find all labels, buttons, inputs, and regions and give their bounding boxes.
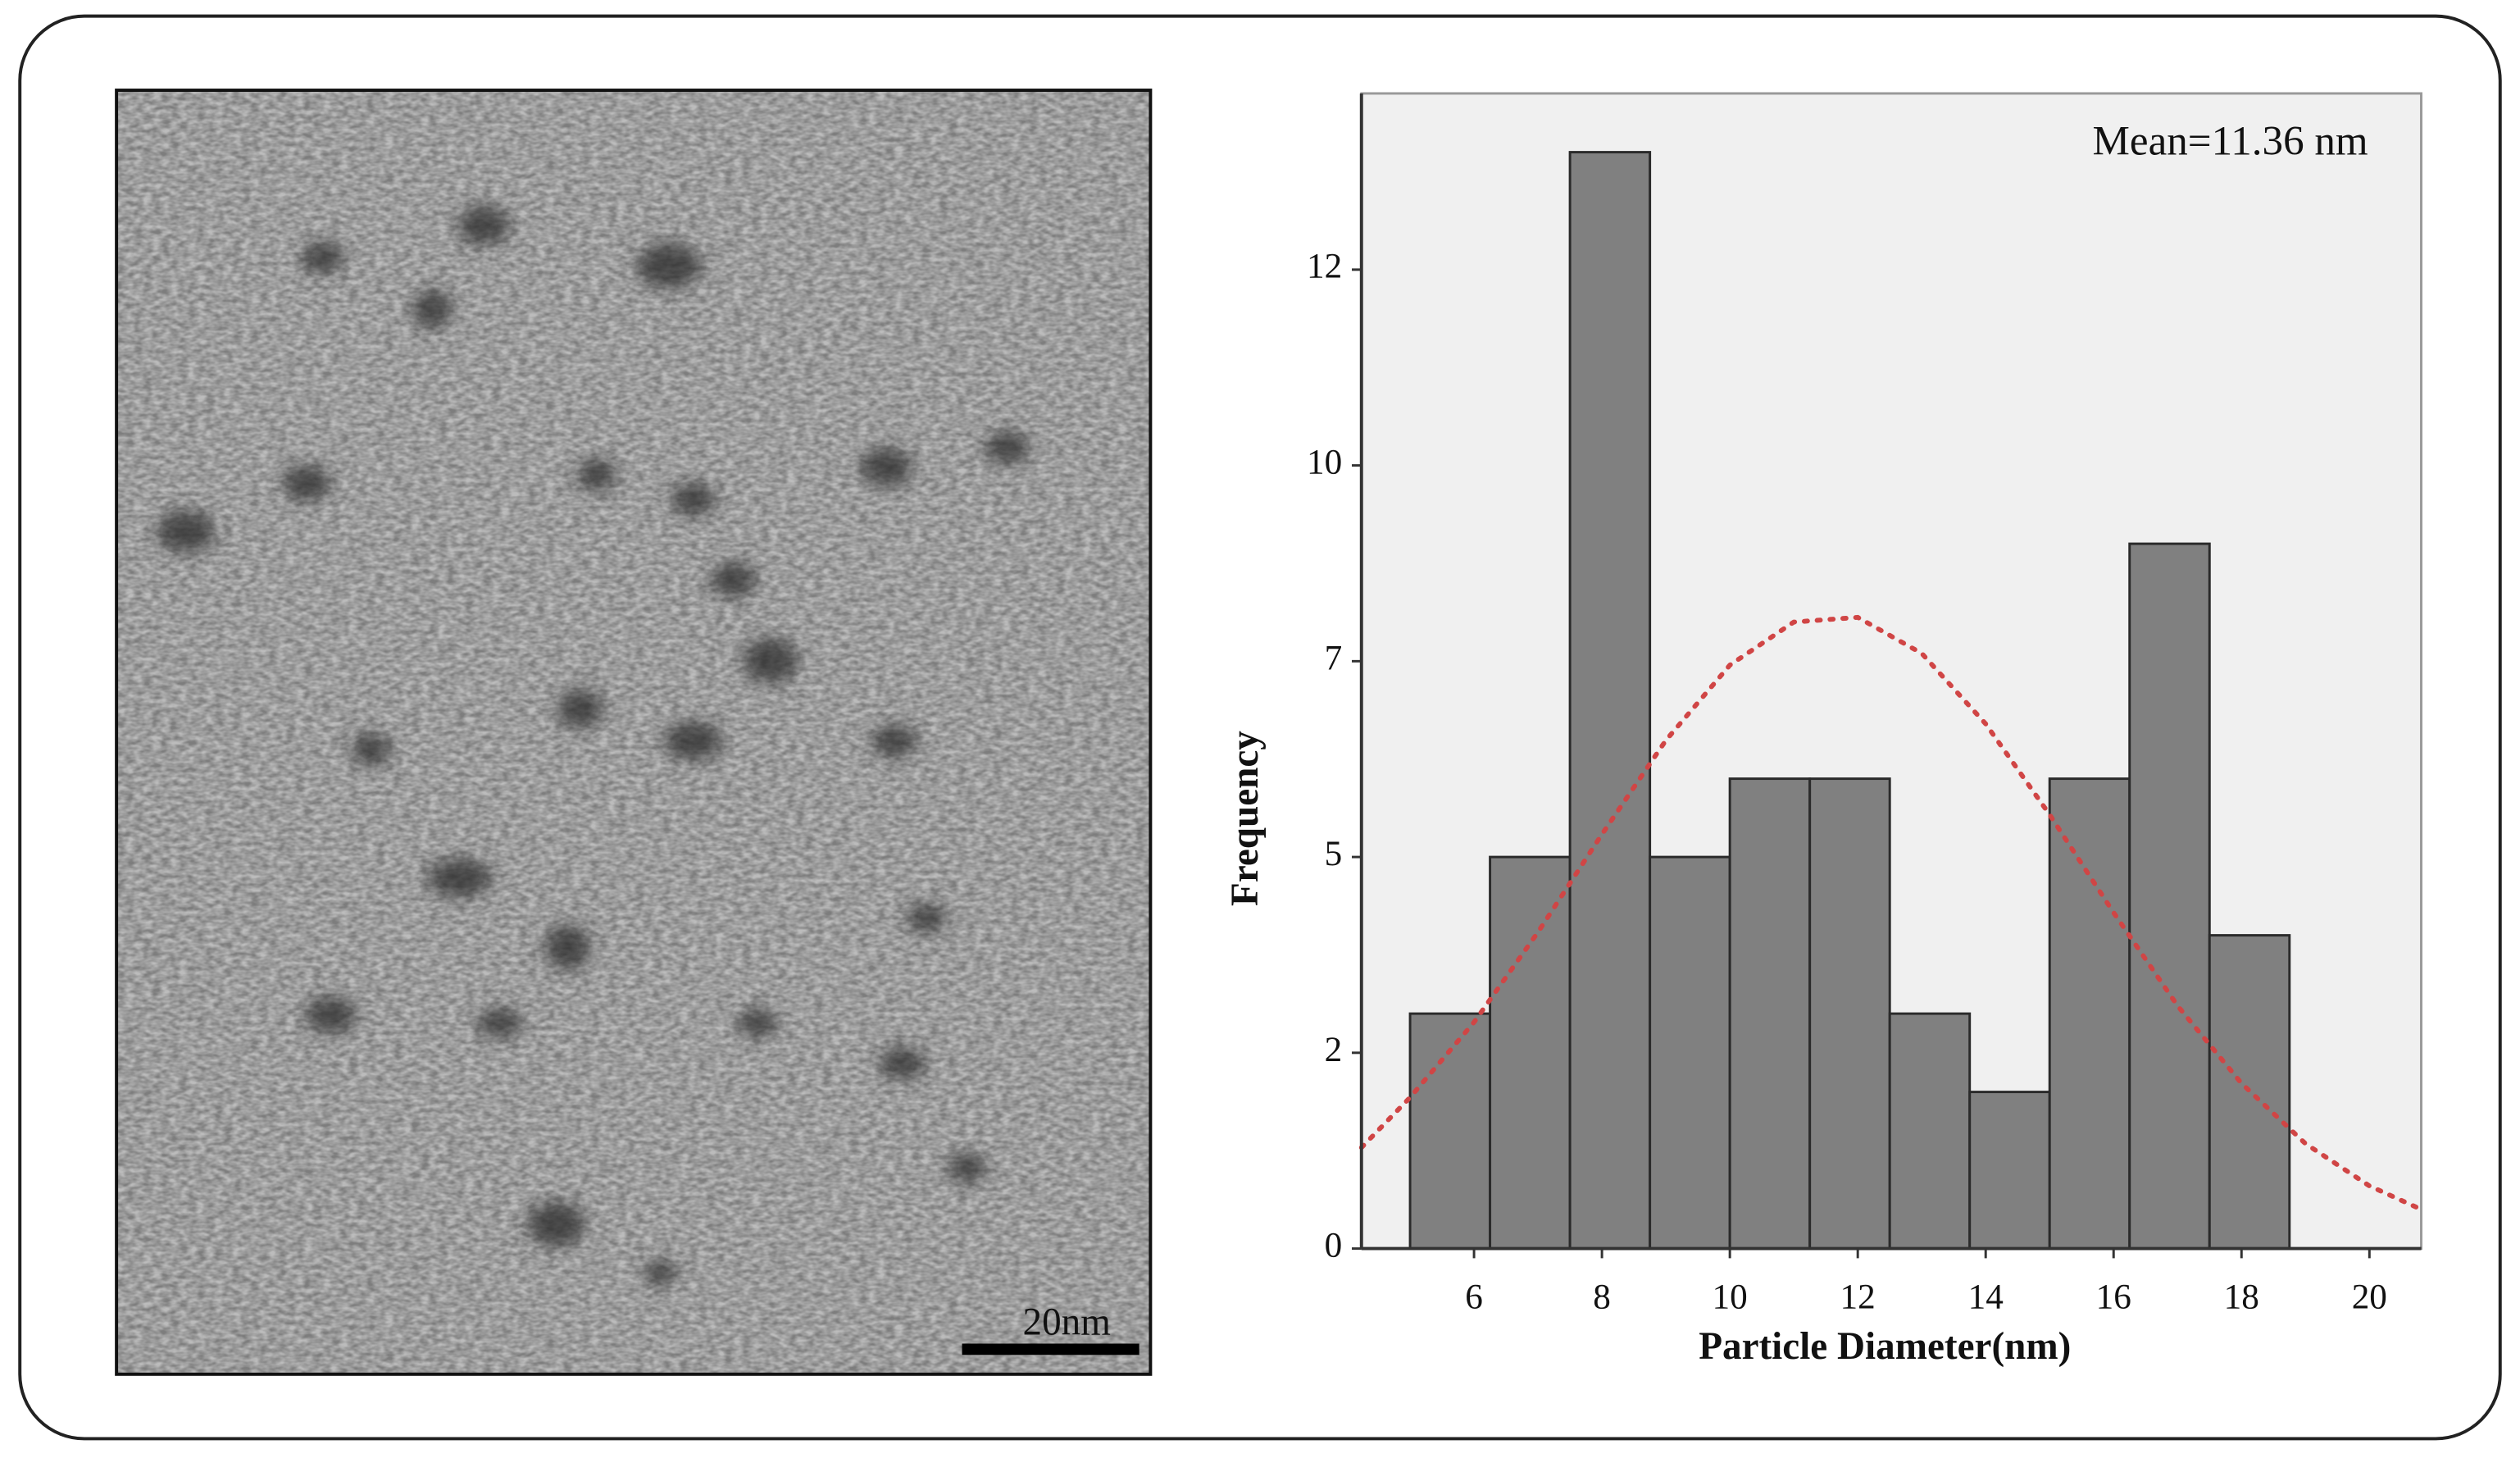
y-tick-label: 2 bbox=[1325, 1030, 1343, 1069]
bar bbox=[1968, 1091, 2051, 1251]
x-tick-label: 10 bbox=[1713, 1277, 1748, 1316]
x-tick-label: 12 bbox=[1840, 1277, 1876, 1316]
scale-bar-label: 20nm bbox=[1023, 1301, 1111, 1344]
bar bbox=[1649, 855, 1731, 1251]
scale-bar bbox=[962, 1343, 1139, 1355]
annotation: Mean=11.36 nm bbox=[2092, 118, 2368, 165]
bar bbox=[1568, 151, 1652, 1251]
x-tick-label: 8 bbox=[1593, 1277, 1611, 1316]
bar bbox=[1728, 777, 1812, 1251]
x-axis-title: Particle Diameter(nm) bbox=[1699, 1325, 2071, 1368]
x-tick-label: 6 bbox=[1465, 1277, 1483, 1316]
x-tick-label: 14 bbox=[1968, 1277, 2004, 1316]
fit-curve bbox=[1358, 614, 2424, 1212]
bar bbox=[2048, 777, 2131, 1251]
y-tick-label: 10 bbox=[1307, 443, 1342, 482]
bar bbox=[2128, 542, 2211, 1251]
y-axis-title: Frequency bbox=[1224, 731, 1267, 906]
tem-image: 20nm bbox=[115, 89, 1153, 1376]
y-tick-label: 5 bbox=[1325, 834, 1343, 873]
x-tick-label: 16 bbox=[2096, 1277, 2131, 1316]
bar bbox=[1489, 855, 1572, 1251]
bar bbox=[1888, 1012, 1972, 1251]
x-tick-label: 18 bbox=[2224, 1277, 2259, 1316]
y-tick-label: 7 bbox=[1325, 638, 1343, 677]
y-tick-label: 12 bbox=[1307, 247, 1342, 286]
y-tick-label: 0 bbox=[1325, 1226, 1343, 1265]
x-tick-label: 20 bbox=[2352, 1277, 2387, 1316]
bar bbox=[1808, 777, 1891, 1251]
